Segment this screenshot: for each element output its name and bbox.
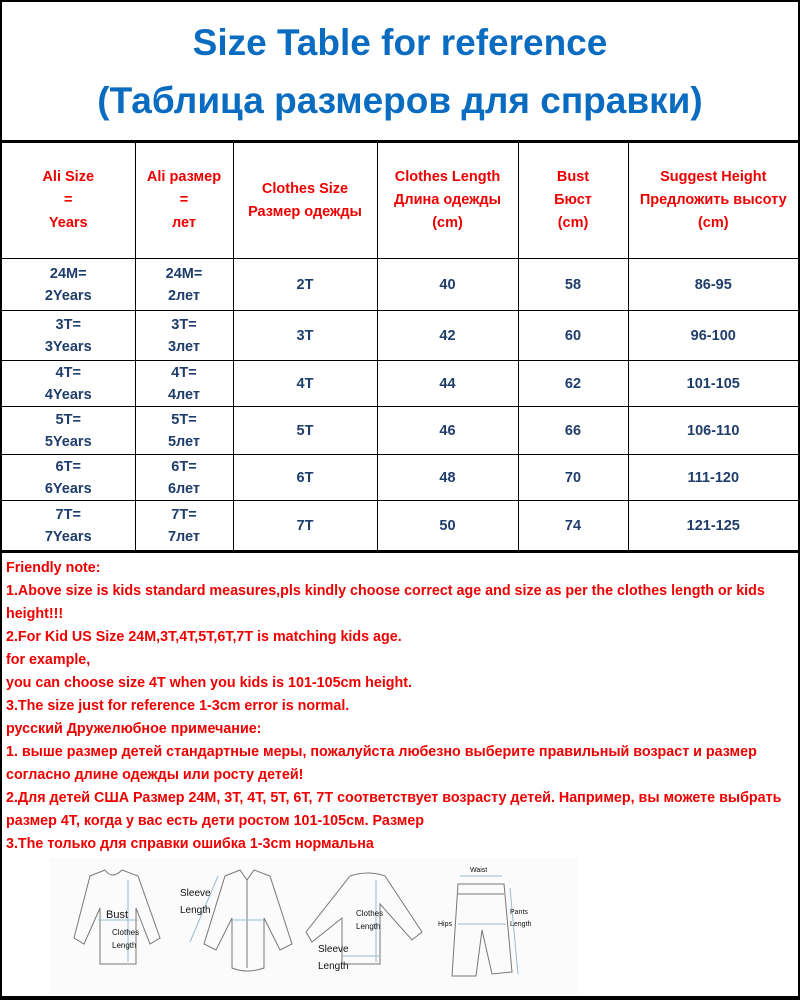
label-length-1: Length [112,941,136,950]
table-row: 5T= 5Years 5T= 5лет 5T 46 66 106-110 [2,406,798,455]
cell-years: 3T= 3Years [2,310,136,361]
table-row: 6T= 6Years 6T= 6лет 6T 48 70 111-120 [2,454,798,501]
cell-years: 24M= 2Years [2,258,136,311]
label-length-3: Length [356,922,380,931]
cell-bust: 70 [517,454,629,501]
label-bust: Bust [106,909,128,921]
cell-length: 40 [376,258,519,311]
table-row: 7T= 7Years 7T= 7лет 7T 50 74 121-125 [2,500,798,551]
cell-bust: 66 [517,406,629,455]
cell-size: 5T [232,406,378,455]
cell-height: 121-125 [627,500,798,551]
title-russian: (Таблица размеров для справки) [97,80,703,121]
cell-bust: 74 [517,500,629,551]
cell-height: 111-120 [627,454,798,501]
cell-height: 101-105 [627,360,798,407]
label-length-5: Length [510,921,532,928]
cell-bust: 60 [517,310,629,361]
note-line: you can choose size 4T when you kids is … [6,675,413,691]
pants-icon [451,875,519,977]
note-line: 2.For Kid US Size 24M,3T,4T,5T,6T,7T is … [6,629,402,645]
cell-years: 7T= 7Years [2,500,136,551]
label-hips: Hips [438,921,453,928]
cell-let: 24M= 2лет [134,258,234,311]
cell-size: 4T [232,360,378,407]
note-line: for example, [6,652,91,668]
cell-length: 50 [376,500,519,551]
header-suggest-height: Suggest Height Предложить высоту (cm) [627,142,798,259]
cell-size: 2T [232,258,378,311]
cell-height: 96-100 [627,310,798,361]
cell-height: 86-95 [627,258,798,311]
size-table: Ali Size = Years Ali размер = лет Clothes Si… [2,142,798,551]
table-row: 4T= 4Years 4T= 4лет 4T 44 62 101-105 [2,360,798,407]
cell-size: 6T [232,454,378,501]
cell-length: 44 [376,360,519,407]
cell-length: 46 [376,406,519,455]
cell-length: 48 [376,454,519,501]
cell-years: 6T= 6Years [2,454,136,501]
label-pants: Pants [510,909,528,916]
table-row: 3T= 3Years 3T= 3лет 3T 42 60 96-100 [2,310,798,361]
cell-let: 6T= 6лет [134,454,234,501]
cell-length: 42 [376,310,519,361]
cell-size: 7T [232,500,378,551]
header-ali-razmer: Ali размер = лет [134,142,234,259]
table-row: 24M= 2Years 24M= 2лет 2T 40 58 86-95 [2,258,798,311]
note-line: 1.Above size is kids standard measures,p… [6,583,765,622]
header-ali-size: Ali Size = Years [2,142,136,259]
label-clothes-1: Clothes [112,928,139,937]
cell-size: 3T [232,310,378,361]
shirt-icon [189,869,293,972]
table-header-row: Ali Size = Years Ali размер = лет Clothes Si… [2,142,798,259]
label-waist: Waist [470,867,487,874]
label-length-2: Length [180,905,211,916]
note-line: русский Дружелюбное примечание: [6,721,262,737]
note-line: 3.The size just for reference 1-3cm erro… [6,698,350,714]
raglan-icon [305,872,423,965]
label-length-4: Length [318,961,349,972]
cell-let: 4T= 4лет [134,360,234,407]
header-clothes-size: Clothes Size Размер одежды [232,142,378,259]
note-line: 3.The только для справки ошибка 1-3cm но… [6,836,374,852]
measurement-diagram: Bust Clothes Length Sleeve Length Clothe… [50,858,578,994]
cell-bust: 58 [517,258,629,311]
note-line: 2.Для детей США Размер 24M, 3T, 4T, 5T, … [6,790,782,829]
tshirt-icon [73,869,161,965]
friendly-notes: Friendly note: 1.Above size is kids stand… [2,551,798,852]
cell-height: 106-110 [627,406,798,455]
cell-let: 3T= 3лет [134,310,234,361]
label-sleeve-2: Sleeve [318,944,349,955]
title: Size Table for reference (Таблица размер… [2,2,798,142]
header-bust: Bust Бюст (cm) [517,142,629,259]
cell-years: 5T= 5Years [2,406,136,455]
cell-let: 5T= 5лет [134,406,234,455]
label-clothes-2: Clothes [356,909,383,918]
header-clothes-length: Clothes Length Длина одежды (cm) [376,142,519,259]
title-english: Size Table for reference [192,22,608,63]
label-sleeve-1: Sleeve [180,888,211,899]
cell-bust: 62 [517,360,629,407]
cell-years: 4T= 4Years [2,360,136,407]
cell-let: 7T= 7лет [134,500,234,551]
note-line: 1. выше размер детей стандартные меры, п… [6,744,757,783]
note-line: Friendly note: [6,560,101,576]
